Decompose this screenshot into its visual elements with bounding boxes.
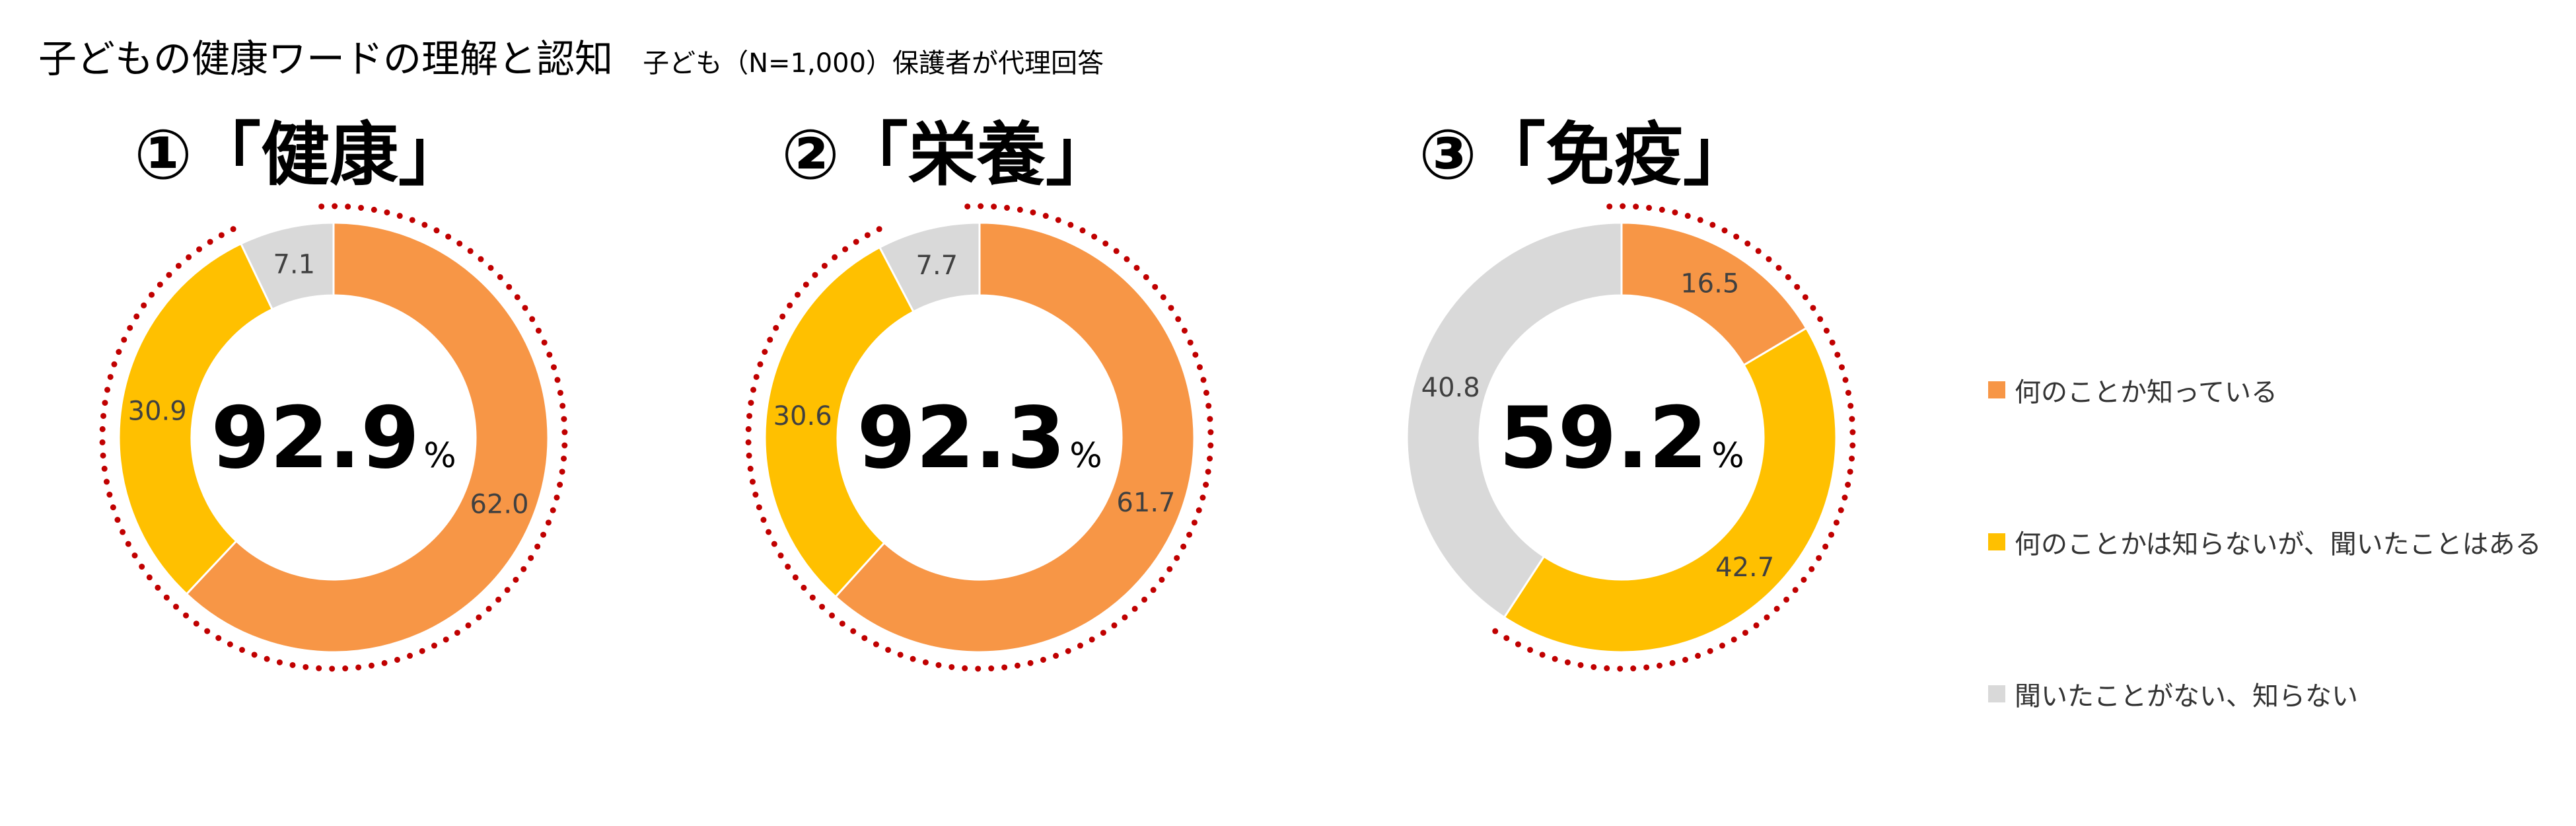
center-value-unit: % bbox=[1711, 436, 1744, 476]
donut-segment-heard bbox=[764, 246, 915, 599]
data-label-unknown: 7.7 bbox=[916, 250, 958, 281]
data-label-know: 16.5 bbox=[1680, 268, 1739, 299]
legend-label-heard: 何のことかは知らないが、聞いたことはある bbox=[2015, 529, 2542, 560]
donut-segment-heard bbox=[1503, 326, 1838, 654]
center-value-number: 59.2 bbox=[1499, 389, 1707, 488]
data-label-heard: 30.9 bbox=[128, 396, 187, 427]
donut-segment-know bbox=[185, 221, 550, 654]
data-label-unknown: 7.1 bbox=[273, 250, 315, 280]
legend-item-unknown: 聞いたことがない、知らない bbox=[1988, 674, 2542, 714]
legend-label-unknown: 聞いたことがない、知らない bbox=[2015, 681, 2358, 712]
legend: 何のことか知っている 何のことかは知らないが、聞いたことはある 聞いたことがない… bbox=[1988, 370, 2542, 826]
legend-label-know: 何のことか知っている bbox=[2015, 377, 2277, 408]
center-value-number: 92.9 bbox=[211, 389, 419, 488]
donut-segment-unknown bbox=[1406, 221, 1623, 619]
center-value: 92.3% bbox=[857, 389, 1102, 488]
donut-segment-know bbox=[834, 221, 1196, 654]
page-title: 子どもの健康ワードの理解と認知 bbox=[38, 36, 614, 81]
legend-swatch-unknown bbox=[1988, 685, 2005, 702]
data-label-heard: 42.7 bbox=[1715, 552, 1774, 583]
donut-charts: ①「健康」 62.0 30.9 7.1 92.9 % ②「栄養」 61.7 30.6 7.7 92.… bbox=[99, 114, 1856, 672]
data-label-unknown: 40.8 bbox=[1421, 373, 1480, 403]
legend-swatch-heard bbox=[1988, 533, 2005, 550]
center-value-number: 92.3 bbox=[857, 389, 1065, 488]
donut-segment-unknown bbox=[878, 221, 981, 313]
center-value: 59.2% bbox=[1499, 389, 1744, 488]
legend-item-know: 何のことか知っている bbox=[1988, 370, 2542, 410]
page-subtitle: 子ども（N=1,000）保護者が代理回答 bbox=[643, 48, 1104, 79]
center-value: 92.9% bbox=[211, 389, 456, 488]
awareness-dotted-ring bbox=[99, 203, 568, 672]
donut-segment-heard bbox=[118, 242, 274, 596]
data-label-heard: 30.6 bbox=[773, 401, 832, 432]
donut-segment-unknown bbox=[239, 221, 335, 311]
data-label-know: 61.7 bbox=[1116, 488, 1175, 518]
chart-title-1: ①「健康」 bbox=[134, 114, 467, 195]
center-value-unit: % bbox=[1069, 436, 1102, 476]
legend-item-heard: 何のことかは知らないが、聞いたことはある bbox=[1988, 522, 2542, 562]
header: 子どもの健康ワードの理解と認知 子ども（N=1,000）保護者が代理回答 bbox=[38, 28, 1104, 83]
center-value-unit: % bbox=[423, 436, 456, 476]
chart-title-3: ③「免疫」 bbox=[1419, 114, 1752, 195]
chart-title-2: ②「栄養」 bbox=[781, 114, 1114, 195]
data-label-know: 62.0 bbox=[470, 489, 529, 519]
legend-swatch-know bbox=[1988, 381, 2005, 398]
